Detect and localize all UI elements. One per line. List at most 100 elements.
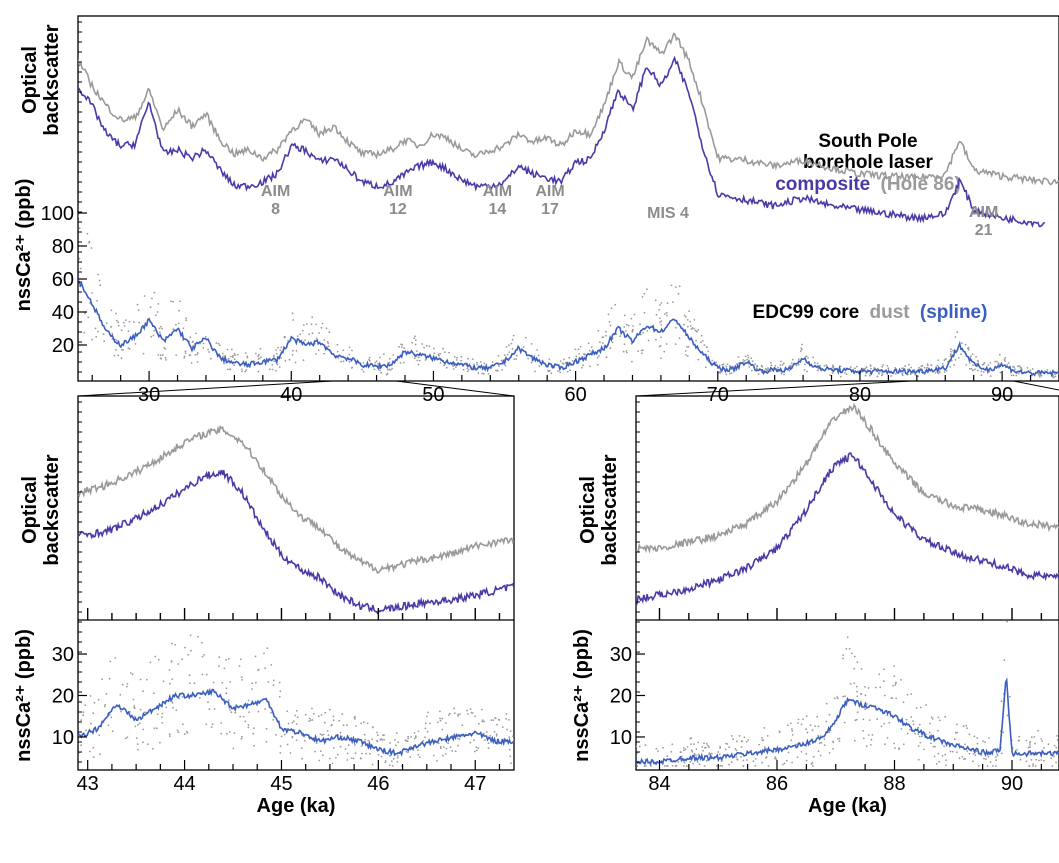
dust-point (596, 356, 599, 359)
dust-point (589, 365, 591, 368)
dust-point (311, 719, 314, 721)
dust-point (189, 336, 192, 338)
dust-point (754, 765, 757, 767)
dust-point (280, 357, 282, 359)
dust-point (346, 724, 348, 727)
dust-point (707, 744, 709, 747)
dust-point (805, 715, 808, 717)
dust-point (856, 711, 859, 714)
dust-point (812, 356, 814, 359)
dust-point (89, 695, 92, 697)
dust-point (275, 369, 277, 372)
dust-point (246, 355, 249, 358)
dust-point (475, 746, 478, 749)
dust-point (221, 681, 224, 684)
hole86-laser-line (636, 402, 1059, 554)
dust-point (823, 738, 826, 740)
dust-point (923, 366, 926, 369)
dust-point (279, 349, 282, 352)
dust-point (194, 332, 197, 335)
dust-point (718, 371, 721, 374)
dust-point (864, 708, 866, 711)
dust-point (188, 354, 191, 357)
dust-point (284, 359, 287, 362)
dust-point (690, 743, 692, 745)
dust-point (318, 332, 320, 334)
dust-point (507, 718, 510, 721)
dust-point (605, 356, 608, 359)
dust-point (203, 654, 206, 656)
dust-point (449, 712, 451, 715)
dust-point (828, 752, 831, 754)
dust-point (817, 367, 820, 370)
dust-point (625, 350, 628, 352)
dust-point (133, 707, 136, 710)
dust-point (964, 743, 966, 746)
dust-point (917, 733, 920, 735)
dust-point (388, 361, 391, 364)
dust-point (693, 319, 696, 321)
dust-point (273, 354, 275, 357)
dust-point (110, 309, 113, 312)
dust-point (497, 355, 500, 357)
dust-point (691, 327, 694, 329)
dust-point (341, 713, 344, 716)
dust-point (588, 349, 591, 352)
dust-point (710, 752, 713, 755)
dust-point (893, 675, 896, 677)
dust-point (881, 365, 884, 368)
legend-line4: EDC99 core dust (spline) (753, 302, 988, 323)
dust-point (800, 347, 803, 350)
dust-point (109, 660, 112, 663)
y-tick-label: 10 (52, 727, 74, 749)
dust-point (185, 317, 188, 320)
dust-point (304, 713, 307, 716)
dust-point (1017, 365, 1019, 368)
dust-point (641, 352, 643, 355)
dust-point (287, 722, 290, 725)
dust-point (966, 727, 968, 729)
dust-point (895, 681, 897, 684)
dust-point (660, 336, 662, 339)
dust-point (623, 314, 626, 317)
dust-point (1050, 757, 1053, 760)
dust-point (351, 366, 354, 369)
panel-zoom-right: 84 86 88 90 10 20 30 Opticalbackscatter nssCa²⁺ … (571, 395, 1059, 817)
dust-point (968, 752, 971, 755)
dust-point (909, 373, 912, 376)
zoom-connector-line (396, 380, 515, 397)
dust-point (253, 727, 255, 729)
dust-point (691, 750, 694, 753)
dust-point (484, 739, 486, 741)
dust-point (761, 761, 764, 764)
dust-point (770, 364, 773, 367)
dust-point (1043, 759, 1045, 762)
dust-point (368, 356, 371, 359)
dust-point (190, 649, 192, 652)
dust-point (864, 367, 867, 370)
dust-point (336, 343, 339, 346)
dust-point (856, 695, 859, 698)
dust-point (683, 761, 686, 764)
dust-point (921, 364, 924, 367)
zoom-connector-line (1013, 380, 1059, 391)
dust-point (295, 739, 298, 742)
dust-point (376, 739, 378, 742)
dust-point (622, 350, 625, 353)
dust-point (295, 350, 298, 352)
dust-point (697, 358, 700, 361)
event-label-number: 21 (975, 222, 993, 239)
dust-point (697, 741, 700, 744)
dust-point (270, 664, 273, 666)
dust-point (91, 292, 94, 294)
dust-point (93, 701, 96, 704)
dust-point (107, 724, 110, 727)
dust-point (379, 738, 382, 741)
dust-point (272, 718, 275, 721)
dust-point (530, 343, 533, 345)
dust-point (346, 759, 349, 761)
dust-point (153, 329, 156, 332)
dust-point (695, 754, 697, 756)
dust-point (171, 701, 174, 704)
dust-point (466, 709, 468, 712)
